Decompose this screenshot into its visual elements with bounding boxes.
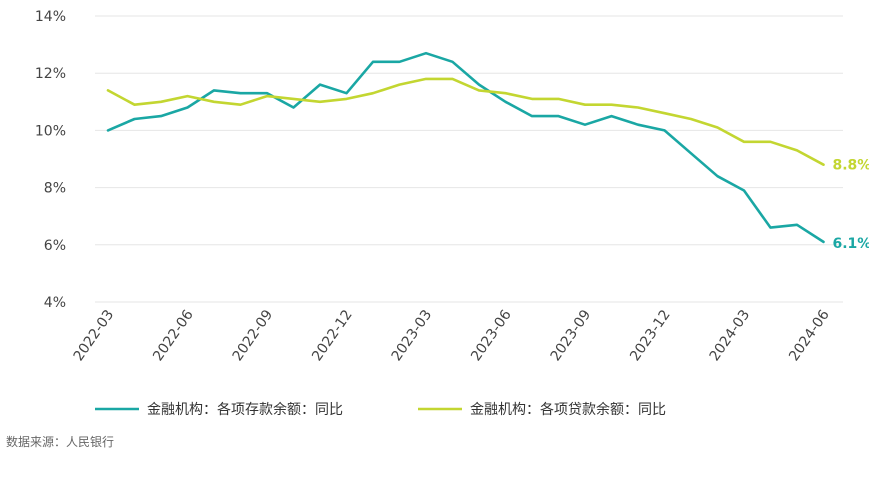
y-tick-label: 4% xyxy=(44,295,66,311)
x-tick-label: 2023-03 xyxy=(389,307,436,364)
x-tick-label: 2024-03 xyxy=(707,307,754,364)
source-note: 数据来源：人民银行 xyxy=(6,434,114,449)
x-tick-label: 2023-09 xyxy=(548,307,595,364)
y-tick-label: 8% xyxy=(44,181,66,197)
legend-label: 金融机构：各项存款余额：同比 xyxy=(147,401,343,418)
x-tick-label: 2023-06 xyxy=(468,307,515,364)
x-tick-label: 2024-06 xyxy=(786,307,833,364)
series-end-label: 8.8% xyxy=(833,158,869,174)
x-axis-ticks: 2022-03 2022-06 2022-09 2022-12 2023-03 2023-… xyxy=(71,307,833,364)
y-axis-ticks: 4% 6% 8% 10% 12% 14% xyxy=(35,9,66,311)
series-end-label: 6.1% xyxy=(833,236,869,252)
x-tick-label: 2023-12 xyxy=(627,307,674,364)
legend-label: 金融机构：各项贷款余额：同比 xyxy=(470,401,666,418)
series-line xyxy=(108,53,824,242)
y-tick-label: 10% xyxy=(35,123,66,139)
x-tick-label: 2022-06 xyxy=(150,307,197,364)
series-lines xyxy=(108,53,824,242)
x-tick-label: 2022-09 xyxy=(230,307,277,364)
gridlines xyxy=(95,16,843,302)
end-labels: 6.1% 8.8% xyxy=(833,158,869,252)
x-tick-label: 2022-12 xyxy=(309,307,356,364)
y-tick-label: 14% xyxy=(35,9,66,25)
legend: 金融机构：各项存款余额：同比 金融机构：各项贷款余额：同比 xyxy=(95,401,666,418)
x-tick-label: 2022-03 xyxy=(71,307,118,364)
y-tick-label: 6% xyxy=(44,238,66,254)
y-tick-label: 12% xyxy=(35,66,66,82)
